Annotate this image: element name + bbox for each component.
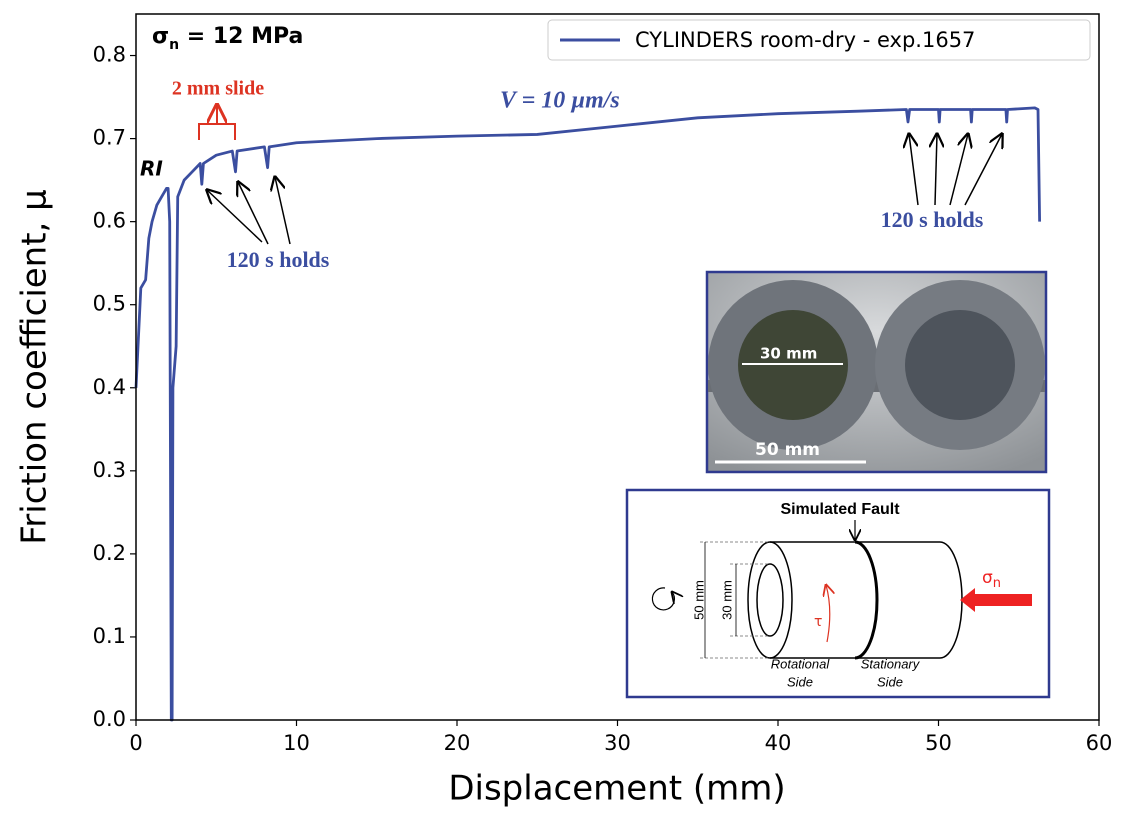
photo-inset: 30 mm 50 mm: [705, 270, 1048, 474]
x-tick-label: 60: [1086, 731, 1113, 755]
data-line: [134, 106, 1042, 722]
dim-label: 30 mm: [719, 580, 734, 620]
photo-label: 50 mm: [755, 440, 820, 460]
plot-frame: [135, 13, 1100, 721]
slide-label: 2 mm slide: [172, 78, 264, 100]
side-label: Side: [787, 674, 813, 689]
y-tick-label: 0.6: [93, 209, 126, 233]
y-tick-label: 0.4: [93, 375, 126, 399]
x-axis-label: Displacement (mm): [448, 769, 785, 809]
x-tick-label: 40: [765, 731, 792, 755]
dim-label: 50 mm: [691, 580, 706, 620]
sigma-n-label: σn: [982, 568, 1001, 591]
y-tick-label: 0.3: [93, 458, 126, 482]
y-tick-label: 0.2: [93, 541, 126, 565]
side-label: Stationary: [861, 656, 921, 671]
diagram-inset: [625, 488, 1051, 699]
sigma-annotation: σn = 12 MPa: [152, 24, 303, 53]
y-axis-label: Friction coefficient, μ: [15, 189, 55, 545]
side-label: Rotational: [771, 656, 831, 671]
ri-label: RI: [140, 157, 163, 181]
hold-arrows: [207, 134, 1002, 245]
legend-label: CYLINDERS room-dry - exp.1657: [635, 28, 975, 52]
x-tick-label: 20: [444, 731, 471, 755]
fault-label: Simulated Fault: [780, 501, 900, 518]
x-tick-label: 10: [283, 731, 310, 755]
tau-label: τ: [814, 614, 822, 630]
photo-label: 30 mm: [760, 345, 817, 363]
y-tick-label: 0.8: [93, 43, 126, 67]
slide-bracket: [198, 123, 236, 140]
y-tick-label: 0.0: [93, 707, 126, 731]
velocity-label: V = 10 µm/s: [500, 88, 620, 114]
holds-label: 120 s holds: [227, 247, 330, 272]
x-tick-label: 0: [129, 731, 142, 755]
y-tick-label: 0.7: [93, 126, 126, 150]
legend: [547, 19, 1091, 61]
x-tick-label: 50: [925, 731, 952, 755]
y-tick-label: 0.1: [93, 624, 126, 648]
x-tick-label: 30: [604, 731, 631, 755]
side-label: Side: [877, 674, 903, 689]
y-tick-label: 0.5: [93, 292, 126, 316]
holds-label: 120 s holds: [881, 207, 984, 232]
